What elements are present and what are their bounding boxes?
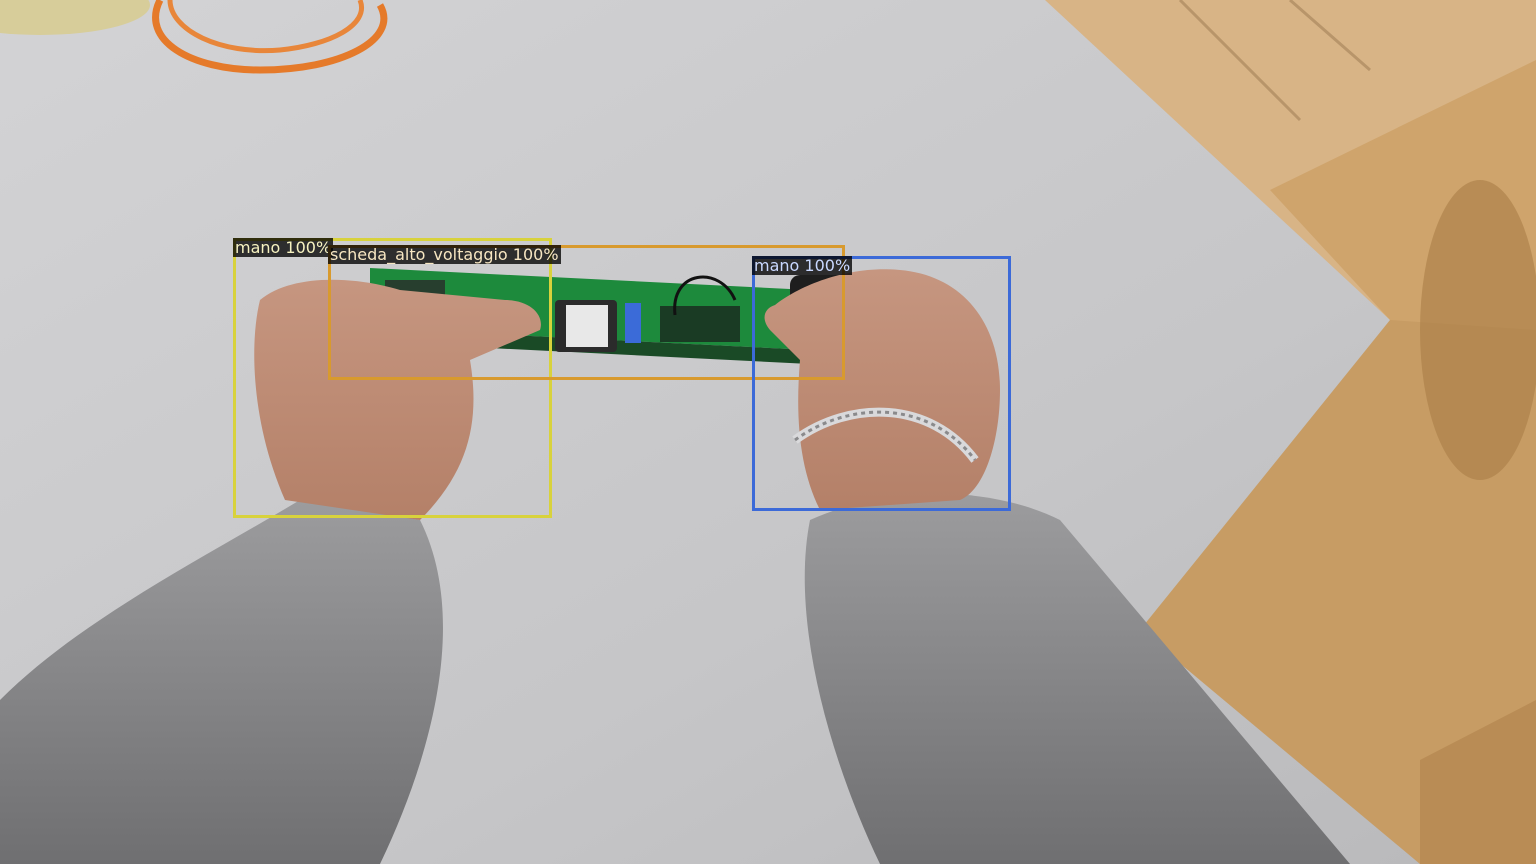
cardboard-box — [1140, 300, 1536, 864]
orange-cable — [152, 0, 388, 74]
detection-box-scheda-alto-voltaggio — [328, 245, 845, 380]
detection-label-mano-right: mano 100% — [752, 256, 853, 275]
detection-label-scheda-alto-voltaggio: scheda_alto_voltaggio 100% — [328, 245, 561, 264]
left-sleeve — [0, 500, 443, 864]
left-hand — [254, 279, 541, 520]
detection-label-mano-left: mano 100% — [233, 238, 334, 257]
right-sleeve — [804, 493, 1350, 864]
detection-box-mano-right — [752, 256, 1011, 511]
right-hand — [764, 269, 1000, 510]
tape-roll — [0, 0, 150, 35]
